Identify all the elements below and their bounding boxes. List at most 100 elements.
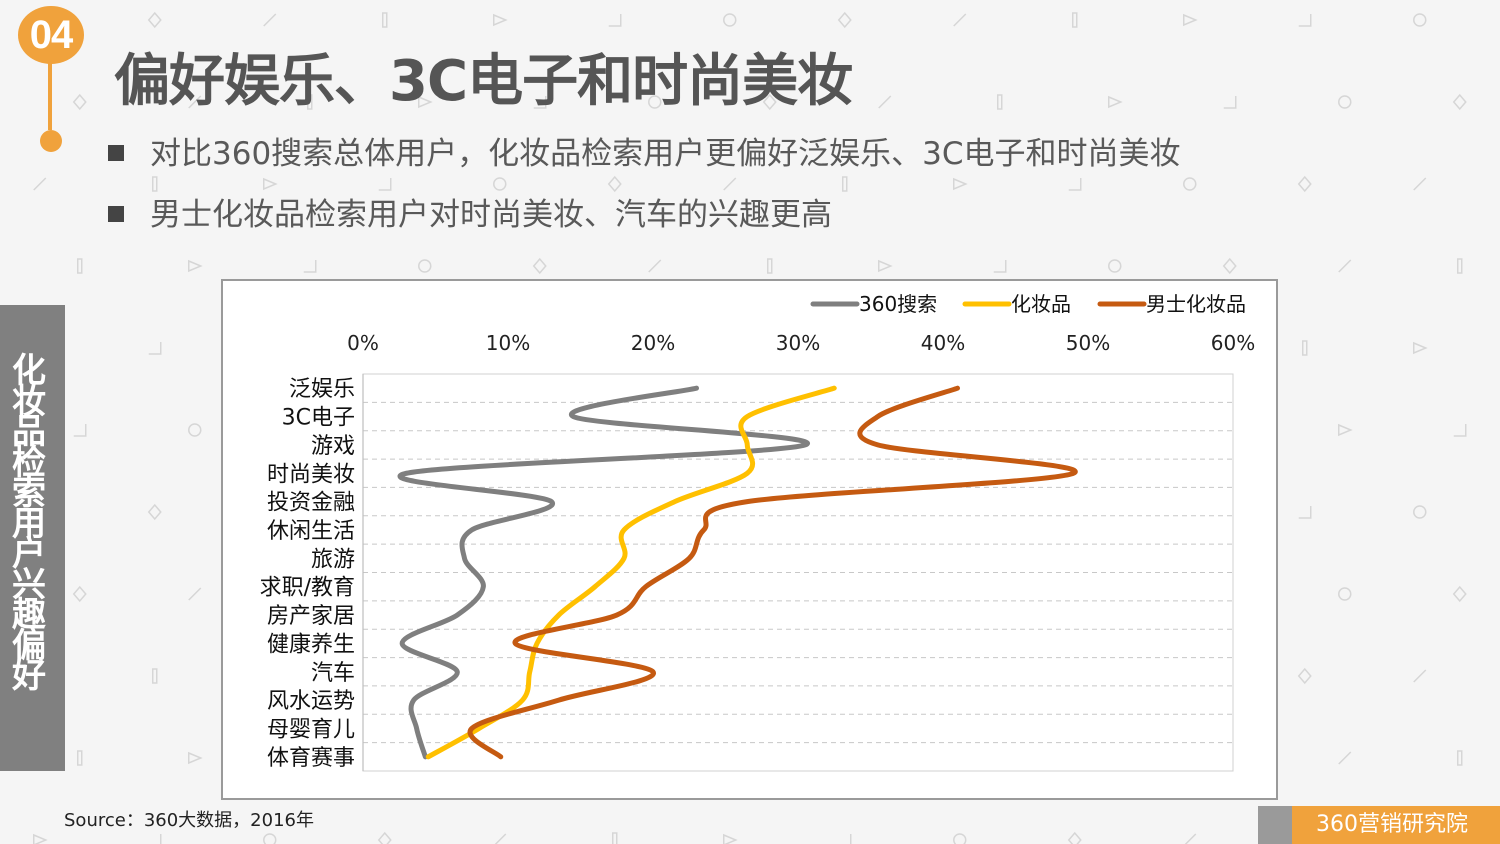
bg-corner-doodle [1068, 178, 1082, 191]
bg-triangle-doodle [188, 751, 203, 765]
bg-triangle-doodle [1183, 13, 1198, 27]
bg-circle-doodle [1183, 177, 1197, 191]
bg-slash-doodle [723, 177, 737, 191]
bg-slash-doodle [1413, 177, 1427, 191]
series-line-1 [397, 385, 810, 760]
x-tick-label: 0% [347, 331, 379, 355]
series-point-3 [471, 727, 473, 729]
section-number-badge: 04 [18, 6, 84, 64]
bg-circle-doodle [1338, 587, 1352, 601]
bg-triangle-doodle [188, 259, 203, 273]
bg-bar-doodle [1302, 340, 1308, 356]
bg-diamond-doodle [532, 257, 547, 275]
series-point-3 [558, 699, 560, 701]
bg-circle-doodle [953, 833, 967, 844]
x-tick-label: 40% [921, 331, 965, 355]
series-point-2 [833, 387, 835, 389]
interest-line-chart: 0% 10% 20% 30% 40% 50% 60% 泛娱乐 3C电子游戏时尚美妆投资金融休闲生… [260, 292, 1255, 772]
category-label: 3C电子 [282, 406, 355, 431]
bg-triangle-doodle [493, 13, 508, 27]
bg-circle-doodle [493, 177, 507, 191]
chart-frame: 0% 10% 20% 30% 40% 50% 60% 泛娱乐 3C电子 游戏 时尚美妆 投资金融 休闲生… [221, 279, 1278, 800]
bg-diamond-doodle [1222, 257, 1237, 275]
series-point-1 [696, 387, 697, 389]
series-point-2 [536, 642, 538, 644]
category-label: 汽车 [311, 661, 355, 686]
series-point-3 [645, 586, 647, 588]
bg-bar-doodle [307, 94, 313, 110]
side-label: 化妆品检索用户兴趣偏好 [12, 351, 46, 696]
badge-dot [40, 130, 62, 152]
bg-corner-doodle [850, 834, 852, 844]
bullet-square-icon [108, 205, 124, 222]
bg-triangle-doodle [953, 177, 968, 191]
bg-bar-doodle [1457, 258, 1463, 274]
series-point-1 [456, 671, 458, 673]
legend-label: 男士化妆品 [1146, 292, 1246, 316]
bg-diamond-doodle [1452, 585, 1467, 603]
series-point-2 [746, 472, 748, 474]
category-label: 游戏 [311, 434, 355, 459]
bg-triangle-doodle [33, 833, 48, 844]
series-point-2 [746, 444, 748, 446]
x-tick-label: 60% [1211, 331, 1255, 355]
bg-circle-doodle [648, 95, 662, 109]
bg-circle-doodle [418, 259, 432, 273]
bg-triangle-doodle [1413, 341, 1428, 355]
category-label: 休闲生活 [267, 519, 355, 544]
source-note: Source：360大数据，2016年 [64, 810, 314, 831]
category-label: 旅游 [311, 547, 355, 572]
series-point-2 [594, 586, 596, 588]
bg-diamond-doodle [1297, 667, 1312, 685]
bg-corner-doodle [148, 342, 162, 355]
bg-slash-doodle [878, 95, 892, 109]
series-point-3 [652, 671, 654, 673]
bg-slash-doodle [1338, 751, 1352, 765]
bg-bar-doodle [1457, 750, 1463, 766]
series-point-3 [746, 501, 748, 503]
bg-triangle-doodle [1108, 95, 1123, 109]
series-point-1 [482, 586, 484, 588]
bg-corner-doodle [160, 834, 162, 844]
bg-corner-doodle [1298, 14, 1312, 27]
bg-diamond-doodle [72, 93, 87, 111]
bg-diamond-doodle [837, 11, 852, 29]
bg-slash-doodle [33, 177, 47, 191]
bg-slash-doodle [494, 833, 507, 844]
series-point-1 [413, 699, 415, 701]
bg-slash-doodle [1338, 259, 1352, 273]
bg-circle-doodle [1338, 95, 1352, 109]
series-point-3 [616, 614, 618, 616]
bg-bar-doodle [152, 176, 158, 192]
x-tick-label: 20% [631, 331, 675, 355]
bg-diamond-doodle [1452, 93, 1467, 111]
bg-diamond-doodle [1067, 831, 1082, 844]
bg-diamond-doodle [377, 831, 392, 844]
bg-bar-doodle [997, 94, 1003, 110]
bg-diamond-doodle [72, 585, 87, 603]
series-point-2 [478, 727, 480, 729]
x-tick-label: 50% [1066, 331, 1110, 355]
bg-corner-doodle [1298, 506, 1312, 519]
series-point-2 [623, 557, 625, 559]
series-point-3 [688, 557, 690, 559]
bg-diamond-doodle [762, 93, 777, 111]
category-label: 母婴育儿 [267, 717, 355, 742]
bg-corner-doodle [378, 178, 392, 191]
bg-bar-doodle [767, 258, 773, 274]
series-point-2 [522, 699, 523, 701]
bg-slash-doodle [188, 95, 202, 109]
bg-bar-doodle [612, 832, 618, 844]
category-label: 时尚美妆 [267, 462, 355, 487]
bullet-item: 对比360搜索总体用户，化妆品检索用户更偏好泛娱乐、3C电子和时尚美妆 [108, 128, 1181, 173]
x-tick-label: 10% [486, 331, 530, 355]
series-point-1 [471, 529, 473, 531]
series-point-2 [529, 671, 531, 673]
bg-bar-doodle [1072, 12, 1078, 28]
bullet-square-icon [108, 144, 124, 161]
category-label: 风水运势 [267, 689, 355, 714]
series-point-1 [424, 756, 426, 758]
series-point-2 [623, 529, 625, 531]
series-point-2 [558, 614, 560, 616]
bg-bar-doodle [77, 750, 83, 766]
